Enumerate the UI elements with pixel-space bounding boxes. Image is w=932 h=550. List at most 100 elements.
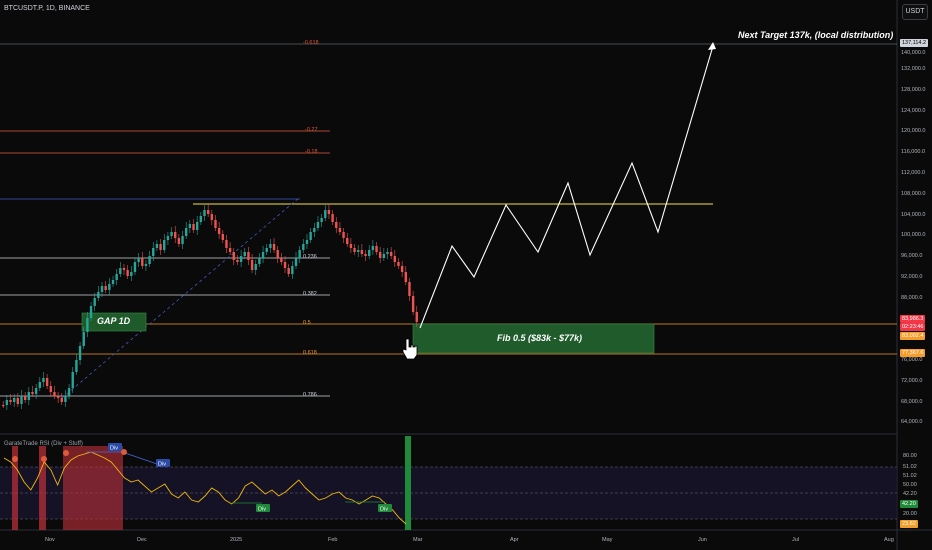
current-price-tag: 83,986.3 xyxy=(900,315,925,323)
candle-body xyxy=(306,240,308,244)
candle-body xyxy=(328,210,330,214)
candle-body xyxy=(145,264,147,266)
rsi-axis-label: 42.20 xyxy=(903,491,917,497)
candle-body xyxy=(214,220,216,228)
candle-body xyxy=(97,292,99,298)
candle-body xyxy=(6,400,8,405)
candle-body xyxy=(368,250,370,256)
fib-label-0.382: 0.382 xyxy=(303,291,317,297)
div-badge-blue-2[interactable]: Div xyxy=(156,459,170,468)
candle-body xyxy=(236,260,238,262)
div-badge-blue-1[interactable]: Div xyxy=(108,443,122,452)
candle-body xyxy=(277,250,279,258)
candle-body xyxy=(357,250,359,252)
candle-body xyxy=(2,405,4,406)
candle-body xyxy=(291,266,293,274)
fib-zone-annotation: Fib 0.5 ($83k - $77k) xyxy=(497,333,582,343)
candle-body xyxy=(298,250,300,258)
time-axis-label: May xyxy=(602,537,612,543)
candle-body xyxy=(350,244,352,248)
fib-label-0.618: 0.618 xyxy=(303,350,317,356)
svg-text:Div: Div xyxy=(258,507,266,513)
rsi-axis-label: 51.02 xyxy=(903,464,917,470)
rsi-axis-label: 80.00 xyxy=(903,453,917,459)
candle-body xyxy=(383,254,385,258)
next-target-annotation: Next Target 137k, (local distribution) xyxy=(738,30,893,40)
fib-label-0.5: 0.5 xyxy=(303,320,311,326)
candle-body xyxy=(115,274,117,280)
candle-body xyxy=(50,386,52,392)
price-axis-label: 124,000.0 xyxy=(901,108,925,114)
price-axis-label: 68,000.0 xyxy=(901,399,922,405)
candle-body xyxy=(244,252,246,256)
candle-body xyxy=(130,272,132,276)
price-axis-label: 72,000.0 xyxy=(901,378,922,384)
candle-body xyxy=(20,396,22,404)
currency-button[interactable]: USDT xyxy=(902,4,928,20)
price-axis-label: 140,000.0 xyxy=(901,50,925,56)
candle-body xyxy=(302,244,304,250)
candle-body xyxy=(342,232,344,238)
rsi-os-bar xyxy=(405,436,411,530)
candle-body xyxy=(189,224,191,228)
candle-body xyxy=(112,280,114,284)
candle-body xyxy=(83,332,85,346)
candle-body xyxy=(57,396,59,398)
candle-body xyxy=(79,346,81,360)
candle-body xyxy=(174,232,176,238)
price-pane[interactable] xyxy=(0,0,897,432)
candle-body xyxy=(46,378,48,386)
candle-body xyxy=(31,392,33,394)
candle-body xyxy=(192,224,194,230)
price-axis-label: 92,000.0 xyxy=(901,274,922,280)
candle-body xyxy=(72,372,74,388)
price-axis-label: 88,000.0 xyxy=(901,295,922,301)
candle-body xyxy=(181,236,183,244)
candle-body xyxy=(200,216,202,222)
candle-body xyxy=(361,250,363,254)
div-badge-green-1[interactable]: Div xyxy=(256,504,270,513)
candle-body xyxy=(68,388,70,396)
fib618-price-tag: 77,367.6 xyxy=(900,349,925,357)
candle-body xyxy=(225,240,227,248)
candle-body xyxy=(386,252,388,254)
candle-body xyxy=(24,396,26,400)
price-axis-label: 120,000.0 xyxy=(901,128,925,134)
candle-body xyxy=(28,392,30,400)
candle-body xyxy=(90,306,92,318)
fib50-price-tag: 83,092.4 xyxy=(900,332,925,340)
candle-body xyxy=(412,296,414,312)
rsi-axis-label: 50.00 xyxy=(903,482,917,488)
price-axis-label: 116,000.0 xyxy=(901,149,925,155)
candle-body xyxy=(258,258,260,264)
candle-body xyxy=(64,396,66,402)
fib-label--0.27: -0.27 xyxy=(305,127,318,133)
rsi-indicator-title[interactable]: GarateTrade RSI (Div + Stuff) xyxy=(4,441,83,447)
price-axis-label: 108,000.0 xyxy=(901,191,925,197)
candle-body xyxy=(372,246,374,250)
candle-body xyxy=(196,222,198,230)
target-price-tag: 137,114.2 xyxy=(900,39,928,47)
candle-body xyxy=(108,284,110,290)
candle-body xyxy=(339,228,341,232)
candle-body xyxy=(394,256,396,262)
price-axis-label: 64,000.0 xyxy=(901,419,922,425)
candle-body xyxy=(156,244,158,248)
rsi-axis-label: 51.02 xyxy=(903,473,917,479)
candle-body xyxy=(280,258,282,262)
candle-body xyxy=(170,232,172,236)
price-axis-label: 96,000.0 xyxy=(901,253,922,259)
candle-body xyxy=(61,398,63,402)
candle-body xyxy=(309,232,311,240)
candle-body xyxy=(240,256,242,262)
time-axis-label: Mar xyxy=(413,537,422,543)
candle-body xyxy=(295,258,297,266)
candle-body xyxy=(320,218,322,222)
time-axis-label: Apr xyxy=(510,537,519,543)
symbol-header[interactable]: BTCUSDT.P, 1D, BINANCE xyxy=(4,5,90,12)
candle-body xyxy=(86,318,88,332)
candle-body xyxy=(262,252,264,258)
div-badge-green-2[interactable]: Div xyxy=(378,504,392,513)
svg-text:Div: Div xyxy=(380,507,388,513)
